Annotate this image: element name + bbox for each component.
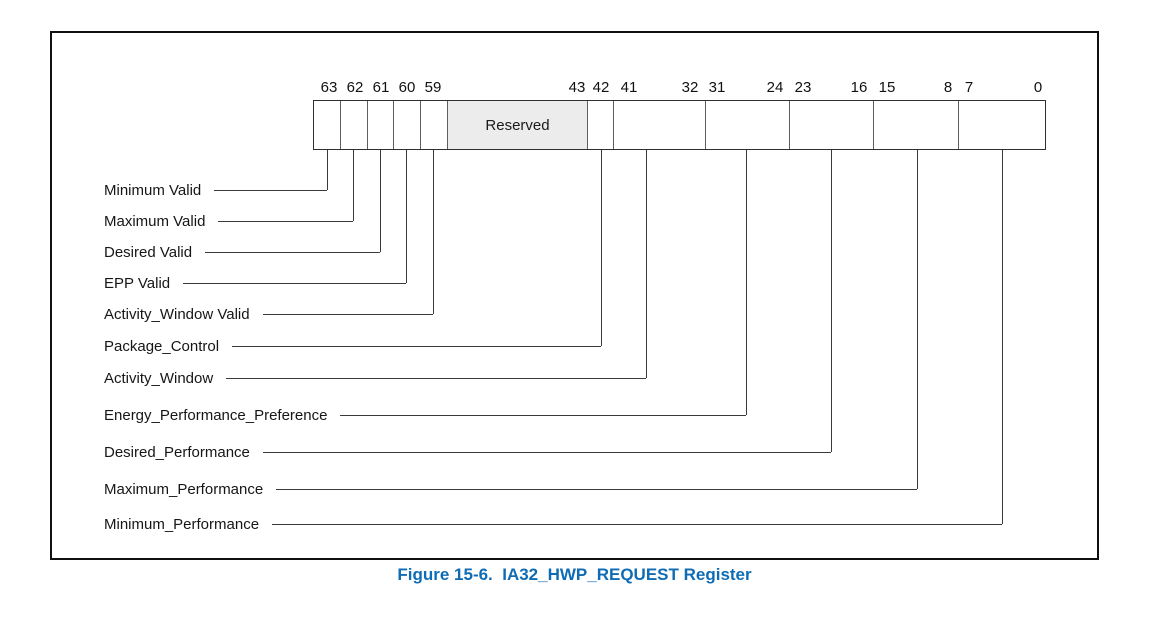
field-label-maximum-valid: Maximum Valid (104, 212, 206, 230)
field-row-desired-performance: Desired_Performance (104, 442, 831, 462)
field-row-desired-valid: Desired Valid (104, 242, 380, 262)
leader-line-energy-performance-preference (340, 414, 746, 416)
leader-vertical-package-control (601, 150, 602, 346)
leader-line-epp-valid (183, 282, 406, 284)
register-box: Reserved (313, 100, 1046, 150)
field-label-minimum-performance: Minimum_Performance (104, 515, 260, 533)
bit-number-59: 59 (424, 79, 442, 96)
field-label-activity-window-valid: Activity_Window Valid (104, 305, 250, 323)
field-label-package-control: Package_Control (104, 337, 220, 355)
register-cell-bit60 (394, 101, 421, 149)
field-label-energy-performance-preference: Energy_Performance_Preference (104, 406, 328, 424)
leader-line-minimum-performance (272, 523, 1002, 525)
register-cell-bit42 (588, 101, 614, 149)
leader-line-maximum-valid (218, 220, 353, 222)
leader-vertical-minimum-performance (1002, 150, 1003, 524)
field-label-desired-performance: Desired_Performance (104, 443, 250, 461)
leader-vertical-desired-valid (380, 150, 381, 252)
register-cell-bit63 (314, 101, 341, 149)
field-label-minimum-valid: Minimum Valid (104, 181, 202, 199)
bit-number-63: 63 (320, 79, 338, 96)
field-row-activity-window: Activity_Window (104, 368, 646, 388)
register-cell-minimum-performance (959, 101, 1045, 149)
field-row-activity-window-valid: Activity_Window Valid (104, 304, 433, 324)
field-row-minimum-valid: Minimum Valid (104, 180, 327, 200)
leader-line-activity-window (226, 377, 646, 379)
leader-line-package-control (232, 345, 601, 347)
leader-vertical-maximum-performance (917, 150, 918, 489)
leader-vertical-minimum-valid (327, 150, 328, 190)
bit-number-61: 61 (372, 79, 390, 96)
bit-number-15: 15 (878, 79, 896, 96)
leader-line-desired-performance (262, 451, 831, 453)
bit-number-41: 41 (620, 79, 638, 96)
field-row-maximum-valid: Maximum Valid (104, 211, 353, 231)
bit-number-24: 24 (766, 79, 784, 96)
bit-number-31: 31 (708, 79, 726, 96)
leader-line-minimum-valid (214, 189, 327, 191)
bit-number-7: 7 (964, 79, 974, 96)
field-label-epp-valid: EPP Valid (104, 274, 171, 292)
leader-line-maximum-performance (276, 488, 917, 490)
register-cell-maximum-performance (874, 101, 959, 149)
register-cell-bit59 (421, 101, 448, 149)
bit-number-43: 43 (568, 79, 586, 96)
field-label-activity-window: Activity_Window (104, 369, 214, 387)
figure-caption: Figure 15-6. IA32_HWP_REQUEST Register (397, 565, 752, 584)
bit-number-60: 60 (398, 79, 416, 96)
leader-line-activity-window-valid (262, 313, 433, 315)
register-cell-desired-performance (790, 101, 874, 149)
register-cell-bit62 (341, 101, 368, 149)
leader-vertical-activity-window-valid (433, 150, 434, 314)
register-cell-activity-window (614, 101, 706, 149)
bit-number-8: 8 (943, 79, 953, 96)
register-cell-reserved: Reserved (448, 101, 588, 149)
leader-vertical-maximum-valid (353, 150, 354, 221)
bit-number-23: 23 (794, 79, 812, 96)
register-cell-bit61 (368, 101, 394, 149)
bit-number-16: 16 (850, 79, 868, 96)
field-row-maximum-performance: Maximum_Performance (104, 479, 917, 499)
field-label-desired-valid: Desired Valid (104, 243, 193, 261)
bit-number-32: 32 (681, 79, 699, 96)
leader-vertical-desired-performance (831, 150, 832, 452)
register-cell-energy-performance-preference (706, 101, 790, 149)
bit-number-0: 0 (1033, 79, 1043, 96)
leader-line-desired-valid (205, 251, 380, 253)
leader-vertical-activity-window (646, 150, 647, 378)
bit-number-42: 42 (592, 79, 610, 96)
field-row-package-control: Package_Control (104, 336, 601, 356)
leader-vertical-epp-valid (406, 150, 407, 283)
bit-number-62: 62 (346, 79, 364, 96)
leader-vertical-energy-performance-preference (746, 150, 747, 415)
field-label-maximum-performance: Maximum_Performance (104, 480, 264, 498)
field-row-minimum-performance: Minimum_Performance (104, 514, 1002, 534)
field-row-epp-valid: EPP Valid (104, 273, 406, 293)
field-row-energy-performance-preference: Energy_Performance_Preference (104, 405, 746, 425)
